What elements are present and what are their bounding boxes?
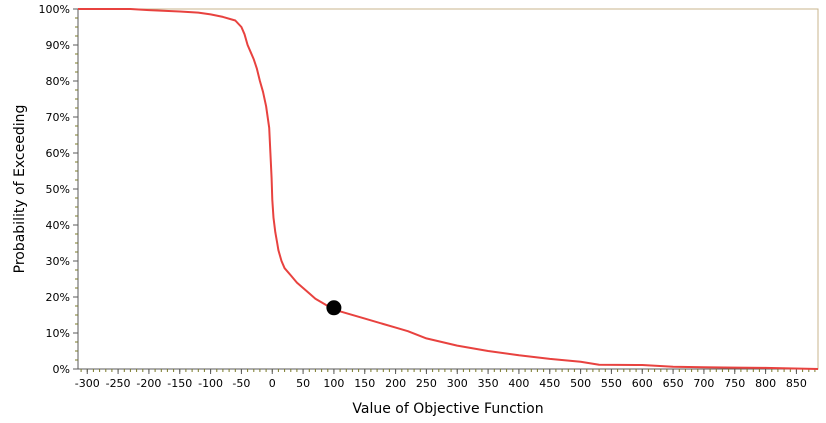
x-tick-label: -200 bbox=[136, 377, 161, 390]
y-tick-label: 80% bbox=[46, 75, 70, 88]
x-tick-label: 400 bbox=[508, 377, 529, 390]
y-tick-label: 30% bbox=[46, 255, 70, 268]
x-tick-label: 250 bbox=[416, 377, 437, 390]
y-tick-label: 70% bbox=[46, 111, 70, 124]
x-tick-label: 0 bbox=[269, 377, 276, 390]
x-tick-label: -50 bbox=[232, 377, 250, 390]
x-tick-label: -250 bbox=[106, 377, 131, 390]
highlight-marker bbox=[326, 300, 342, 316]
x-tick-label: 800 bbox=[755, 377, 776, 390]
y-axis-ticks: 0% 10% 20% 30% 40% 50% 60% 70% 80% 90% 100% bbox=[39, 3, 78, 376]
x-tick-label: 350 bbox=[478, 377, 499, 390]
x-tick-label: 700 bbox=[693, 377, 714, 390]
y-tick-label: 50% bbox=[46, 183, 70, 196]
x-tick-label: 600 bbox=[632, 377, 653, 390]
y-tick-label: 90% bbox=[46, 39, 70, 52]
exceedance-curve bbox=[78, 8, 819, 370]
x-tick-label: 650 bbox=[663, 377, 684, 390]
x-tick-label: 500 bbox=[570, 377, 591, 390]
x-tick-label: 200 bbox=[385, 377, 406, 390]
x-tick-label: 100 bbox=[323, 377, 344, 390]
x-tick-label: 300 bbox=[447, 377, 468, 390]
x-tick-label: 850 bbox=[786, 377, 807, 390]
y-tick-label: 10% bbox=[46, 327, 70, 340]
x-tick-label: 550 bbox=[601, 377, 622, 390]
x-tick-label: -100 bbox=[198, 377, 223, 390]
x-tick-label: 750 bbox=[724, 377, 745, 390]
series-group bbox=[78, 8, 819, 370]
y-tick-label: 20% bbox=[46, 291, 70, 304]
y-tick-label: 100% bbox=[39, 3, 70, 16]
x-tick-label: -150 bbox=[167, 377, 192, 390]
y-tick-label: 40% bbox=[46, 219, 70, 232]
y-tick-label: 60% bbox=[46, 147, 70, 160]
x-tick-label: 50 bbox=[296, 377, 310, 390]
x-tick-label: 150 bbox=[354, 377, 375, 390]
y-axis-title: Probability of Exceeding bbox=[12, 105, 28, 274]
x-axis-ticks: -300 -250 -200 -150 -100 -50 0 50 100 150 200 250 30… bbox=[75, 369, 807, 390]
x-axis-title: Value of Objective Function bbox=[352, 401, 543, 417]
y-tick-label: 0% bbox=[53, 363, 70, 376]
x-tick-label: -300 bbox=[75, 377, 100, 390]
x-tick-label: 450 bbox=[539, 377, 560, 390]
plot-area bbox=[77, 8, 819, 370]
